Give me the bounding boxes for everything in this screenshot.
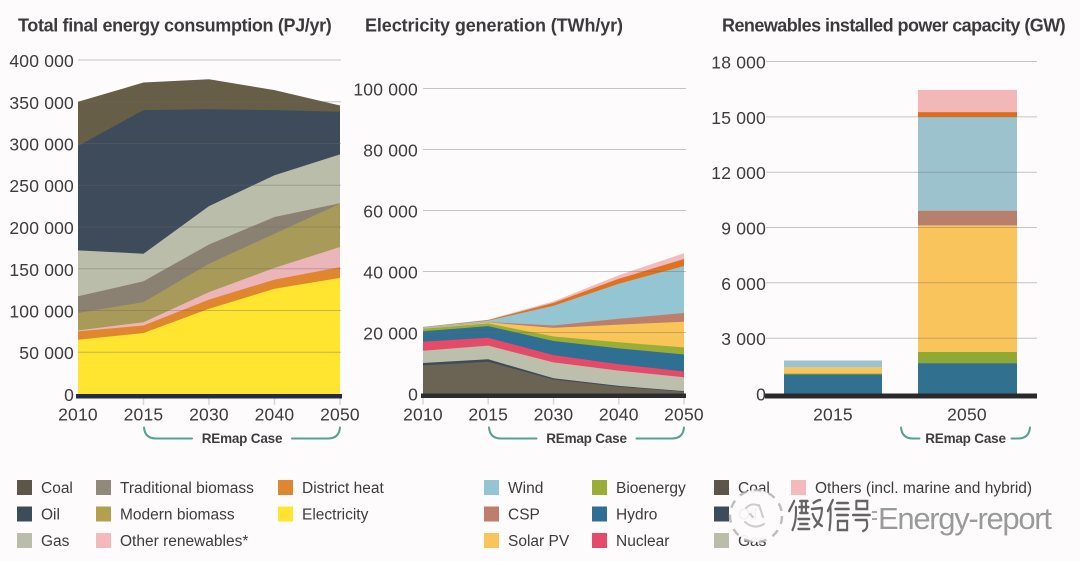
svg-text:2010: 2010 [58,405,98,425]
svg-text:Oil: Oil [41,507,60,524]
svg-text:REmap Case: REmap Case [546,431,627,446]
svg-text:Total final energy consumption: Total final energy consumption (PJ/yr) [18,16,332,36]
svg-text:2050: 2050 [664,405,704,425]
svg-text:Wind: Wind [508,480,543,497]
svg-text:2030: 2030 [534,405,574,425]
svg-text:Hydro: Hydro [616,507,657,524]
svg-text:2040: 2040 [599,405,639,425]
svg-text:20 000: 20 000 [363,324,418,344]
svg-text:250 000: 250 000 [9,176,74,196]
svg-text:2015: 2015 [468,405,508,425]
svg-text:Bioenergy: Bioenergy [616,480,686,497]
svg-text:6 000: 6 000 [721,274,766,294]
svg-text:400 000: 400 000 [9,51,74,71]
svg-text:60 000: 60 000 [363,202,418,222]
svg-text:2040: 2040 [255,405,295,425]
svg-text:15 000: 15 000 [711,108,766,128]
svg-text:350 000: 350 000 [9,93,74,113]
svg-text:300 000: 300 000 [9,135,74,155]
svg-text:0: 0 [408,385,418,405]
svg-text:40 000: 40 000 [363,263,418,283]
svg-text:Gas: Gas [41,533,70,550]
svg-text:0: 0 [64,385,74,405]
svg-text:REmap Case: REmap Case [925,431,1006,446]
svg-text:150 000: 150 000 [9,260,74,280]
svg-text:Solar PV: Solar PV [508,533,570,550]
svg-text:80 000: 80 000 [363,141,418,161]
svg-text:Coal: Coal [41,480,73,497]
svg-text:50 000: 50 000 [19,343,74,363]
svg-text:Nuclear: Nuclear [616,533,669,550]
svg-text:2030: 2030 [189,405,229,425]
svg-text:3 000: 3 000 [721,329,766,349]
svg-text:2010: 2010 [403,405,443,425]
svg-text:Modern biomass: Modern biomass [120,507,235,524]
svg-text:2050: 2050 [947,405,987,425]
svg-text:18 000: 18 000 [711,53,766,73]
svg-text:Electricity generation (TWh/yr: Electricity generation (TWh/yr) [365,16,623,36]
svg-text:Traditional biomass: Traditional biomass [120,480,254,497]
svg-text:2050: 2050 [320,405,360,425]
svg-text:Renewables installed power cap: Renewables installed power capacity (GW) [722,16,1066,36]
svg-text:2015: 2015 [813,405,853,425]
svg-text:Others (incl. marine and hybri: Others (incl. marine and hybrid) [815,480,1032,497]
svg-text:Other renewables*: Other renewables* [120,533,248,550]
svg-text:0: 0 [756,385,766,405]
svg-text:REmap Case: REmap Case [202,431,283,446]
svg-text:CSP: CSP [508,507,540,524]
svg-text:District heat: District heat [302,480,385,497]
svg-text:100 000: 100 000 [9,302,74,322]
svg-text:12 000: 12 000 [711,163,766,183]
svg-text:100 000: 100 000 [353,80,418,100]
svg-text:2015: 2015 [124,405,164,425]
svg-text:Energy-report: Energy-report [878,501,1052,536]
svg-text:200 000: 200 000 [9,218,74,238]
svg-text:Electricity: Electricity [302,507,369,524]
svg-text:9 000: 9 000 [721,219,766,239]
